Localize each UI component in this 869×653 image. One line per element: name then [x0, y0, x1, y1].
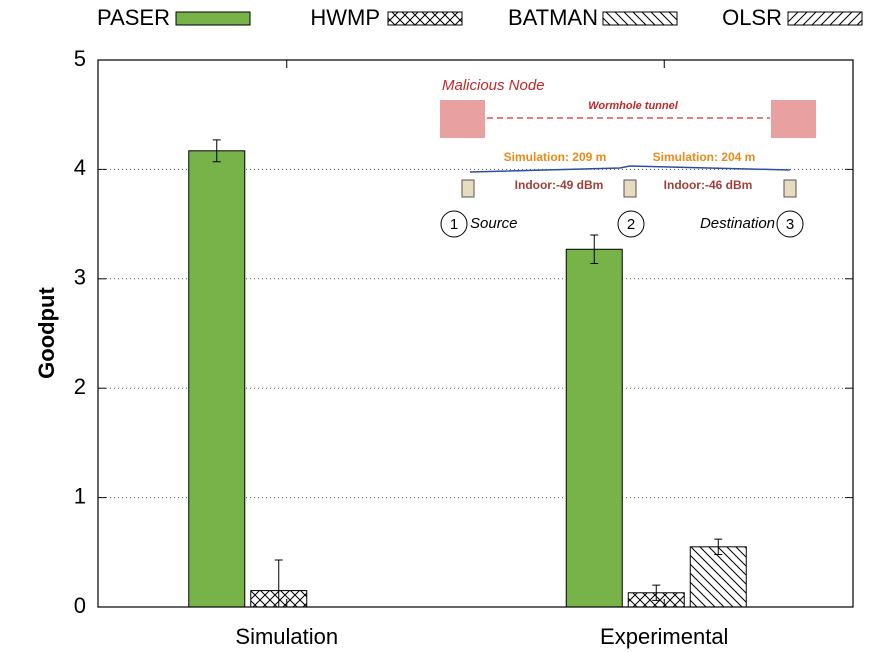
annotation: Malicious Node	[442, 77, 545, 94]
annotation: Source	[470, 215, 518, 232]
annotation: 2	[627, 216, 635, 233]
chart: Goodput 0 1 2 3 4 5 Simulation Experimental PASE…	[0, 0, 869, 653]
legend-label: HWMP	[310, 5, 380, 30]
y-tick-label: 3	[74, 265, 86, 290]
legend-label: BATMAN	[508, 5, 598, 30]
annotation: Wormhole tunnel	[588, 100, 679, 112]
annotation: Indoor:-46 dBm	[664, 178, 753, 192]
y-tick-label: 4	[74, 155, 86, 180]
annotation: 1	[450, 216, 458, 233]
attacker-icon	[771, 100, 816, 138]
y-tick-label: 1	[74, 483, 86, 508]
legend-swatch	[603, 12, 677, 25]
bar	[690, 547, 746, 607]
x-tick-label: Simulation	[235, 624, 338, 649]
y-tick-label: 2	[74, 374, 86, 399]
node-icon	[462, 180, 474, 197]
annotation: Indoor:-49 dBm	[515, 178, 604, 192]
annotation: 3	[786, 216, 794, 233]
annotation: Simulation: 209 m	[504, 150, 607, 164]
node-icon	[624, 180, 636, 197]
y-tick-label: 5	[74, 46, 86, 71]
attacker-icon	[440, 100, 485, 138]
node-icon	[784, 180, 796, 197]
legend-label: PASER	[97, 5, 170, 30]
legend-swatch	[788, 12, 862, 25]
bar	[566, 249, 622, 607]
x-tick-label: Experimental	[600, 624, 728, 649]
legend-label: OLSR	[722, 5, 782, 30]
inset-diagram: Malicious Node Wormhole tunnel Simulatio…	[440, 77, 816, 237]
y-tick-label: 0	[74, 593, 86, 618]
legend-swatch	[388, 12, 462, 25]
y-axis-label: Goodput	[34, 287, 59, 379]
bar	[189, 151, 245, 607]
annotation: Destination	[700, 215, 775, 232]
legend-swatch	[176, 12, 250, 25]
annotation: Simulation: 204 m	[653, 150, 756, 164]
